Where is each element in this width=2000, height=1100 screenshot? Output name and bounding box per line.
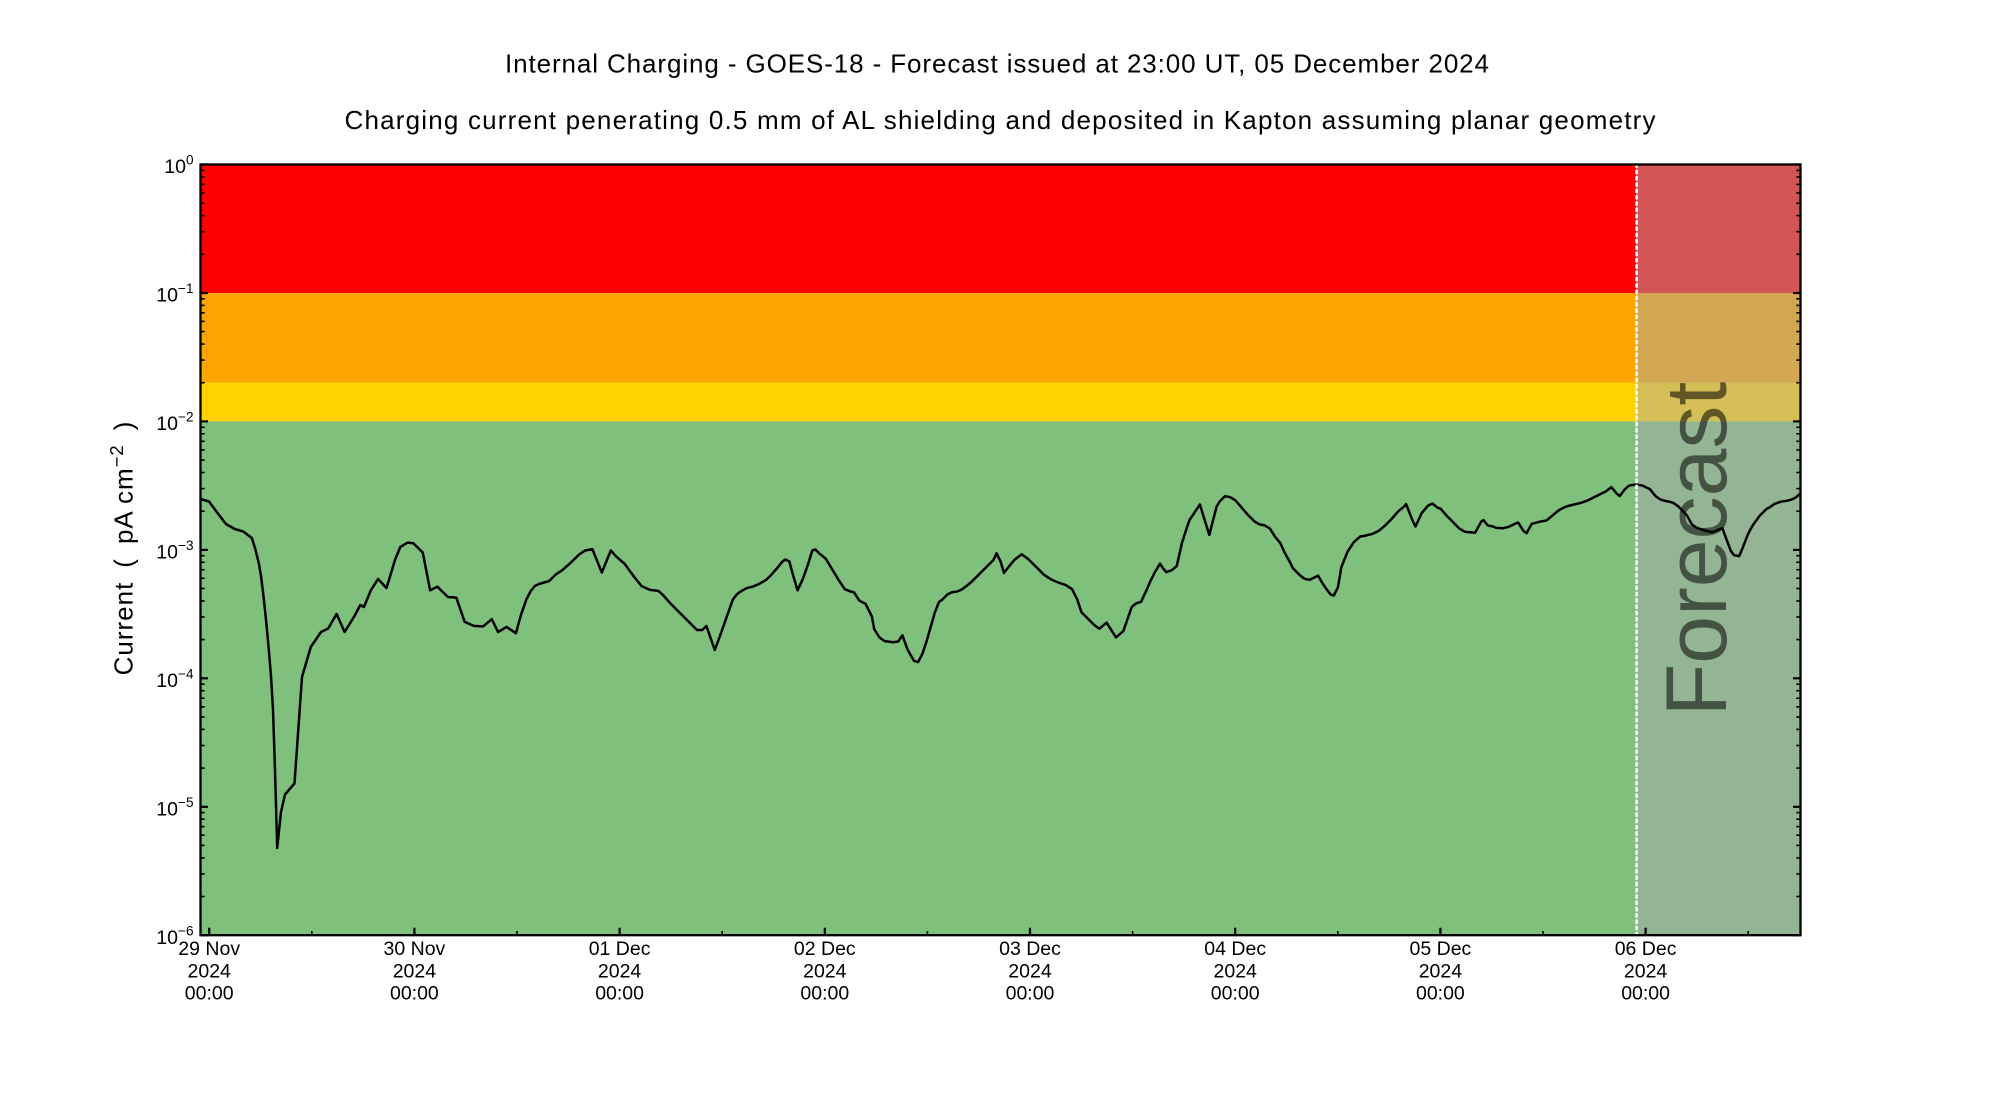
svg-text:10−2: 10−2 xyxy=(156,410,193,436)
svg-text:10−5: 10−5 xyxy=(156,795,193,821)
svg-text:10−3: 10−3 xyxy=(156,538,193,564)
svg-text:10−1: 10−1 xyxy=(156,281,193,307)
svg-text:100: 100 xyxy=(164,153,194,179)
svg-text:10−4: 10−4 xyxy=(156,666,194,692)
svg-text:Charging current penerating 0.: Charging current penerating 0.5 mm of AL… xyxy=(345,105,1656,135)
svg-text:10−6: 10−6 xyxy=(156,923,193,949)
svg-text:Internal Charging - GOES-18 -: Internal Charging - GOES-18 - Forecast i… xyxy=(505,49,1489,79)
